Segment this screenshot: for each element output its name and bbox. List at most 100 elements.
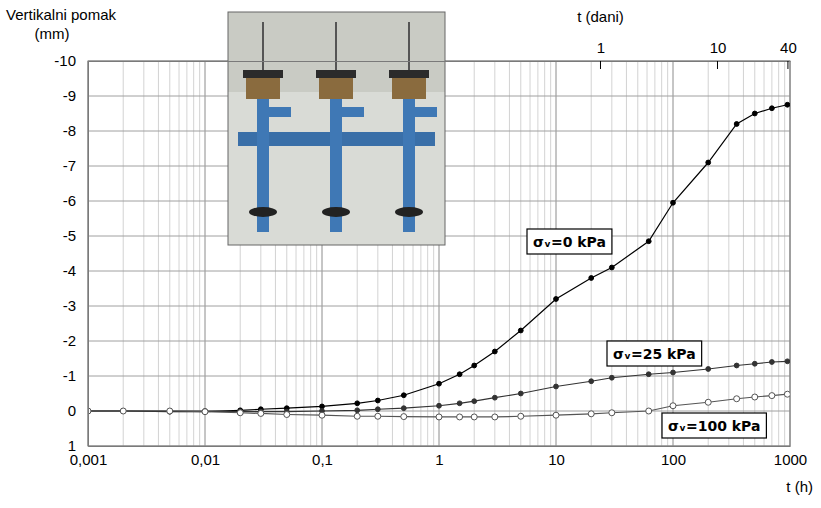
data-point — [401, 406, 406, 411]
data-point — [237, 410, 243, 416]
x2-tick: 10 — [710, 39, 727, 61]
y-tick-label: -5 — [63, 227, 76, 244]
data-point — [457, 401, 462, 406]
y-tick-label: -4 — [63, 262, 76, 279]
photo-border — [228, 12, 445, 245]
data-point — [589, 379, 594, 384]
grid-line-minor — [784, 61, 785, 446]
y-tick-label: -7 — [63, 157, 76, 174]
grid-line-minor — [647, 61, 648, 446]
data-point — [471, 414, 477, 420]
grid-line-minor — [661, 61, 662, 446]
series-label: σᵥ=100 kPa — [662, 413, 766, 438]
grid-line-minor — [143, 61, 144, 446]
data-point — [609, 410, 615, 416]
x-tick: 10 — [548, 446, 565, 468]
photo-rod — [408, 22, 410, 70]
photo-cap — [389, 70, 429, 78]
y-tick-label: -10 — [54, 52, 76, 69]
data-point — [401, 393, 406, 398]
series-line — [88, 105, 787, 412]
photo-cap — [243, 70, 283, 78]
x-tick: 1 — [435, 446, 443, 468]
x-tick-label: 1 — [435, 451, 443, 468]
data-point — [375, 407, 380, 412]
series-label-box — [607, 341, 702, 366]
grid-line-minor — [743, 61, 744, 446]
grid-line-y — [88, 306, 790, 307]
photo-background — [228, 12, 445, 245]
series-label-box — [527, 229, 612, 254]
data-point — [492, 395, 497, 400]
photo-inset — [228, 12, 445, 245]
grid-line-minor — [771, 61, 772, 446]
data-point — [167, 409, 172, 414]
data-point — [554, 384, 559, 389]
y-tick-label: -6 — [63, 192, 76, 209]
x-tick: 0,01 — [191, 446, 220, 468]
series-label-box — [662, 413, 766, 438]
data-point — [202, 409, 208, 415]
grid-line-minor — [626, 61, 627, 446]
grid-line-minor — [169, 61, 170, 446]
data-point — [734, 122, 739, 127]
photo-weight — [322, 207, 350, 217]
data-point — [734, 363, 739, 368]
x-axis-line — [89, 446, 791, 447]
y-tick: -10 — [54, 52, 88, 69]
data-point — [769, 360, 774, 365]
series-label-text: σᵥ=100 kPa — [668, 418, 760, 434]
data-point — [492, 349, 497, 354]
y-tick: -6 — [63, 192, 88, 209]
data-point — [437, 381, 442, 386]
y-tick: 0 — [68, 402, 88, 419]
photo-arm — [342, 107, 364, 117]
photo-arm — [415, 107, 437, 117]
data-point — [706, 367, 711, 372]
data-point — [589, 276, 594, 281]
x2-tick: 40 — [780, 39, 797, 61]
grid-line-minor — [186, 61, 187, 446]
photo-weight — [249, 207, 277, 217]
x2-tick-mark — [600, 61, 601, 69]
grid-line-minor — [637, 61, 638, 446]
grid-line-minor — [193, 61, 194, 446]
x-axis: 0,0010,010,11101001000 — [70, 446, 807, 468]
photo-weight — [395, 207, 423, 217]
y-tick-label: -9 — [63, 87, 76, 104]
data-point — [705, 399, 711, 405]
y-tick-label: -2 — [63, 332, 76, 349]
grid-line-minor — [179, 61, 180, 446]
photo-rod — [262, 22, 264, 70]
photo-rod — [335, 22, 337, 70]
data-point — [375, 398, 380, 403]
y-axis-title: Vertikalni pomak(mm) — [6, 6, 117, 42]
photo-cell — [319, 77, 353, 99]
data-point — [671, 200, 676, 205]
grid-line-minor — [199, 61, 200, 446]
series-label: σᵥ=0 kPa — [527, 229, 612, 254]
grid-line-x — [673, 61, 674, 446]
data-point — [355, 408, 360, 413]
chart: 0,0010,010,11101001000-10-9-8-7-6-5-4-3-… — [0, 0, 821, 508]
data-point — [120, 408, 126, 414]
x-axis-title: t (h) — [786, 478, 813, 495]
data-point — [492, 414, 498, 420]
background — [0, 0, 821, 508]
y-tick: -7 — [63, 157, 88, 174]
x-tick-label: 0,1 — [312, 451, 333, 468]
grid-line-minor — [494, 61, 495, 446]
data-point — [355, 401, 360, 406]
x2-axis-line — [89, 61, 791, 62]
photo-arm — [269, 107, 291, 117]
x-tick-label: 0,01 — [191, 451, 220, 468]
y-tick: -2 — [63, 332, 88, 349]
data-point — [671, 370, 676, 375]
grid-line-minor — [158, 61, 159, 446]
data-point — [121, 409, 126, 414]
x2-tick-mark — [717, 61, 718, 69]
data-point — [401, 414, 407, 420]
y-tick: -3 — [63, 297, 88, 314]
grid-line-minor — [754, 61, 755, 446]
x-tick-label: 1000 — [774, 451, 807, 468]
